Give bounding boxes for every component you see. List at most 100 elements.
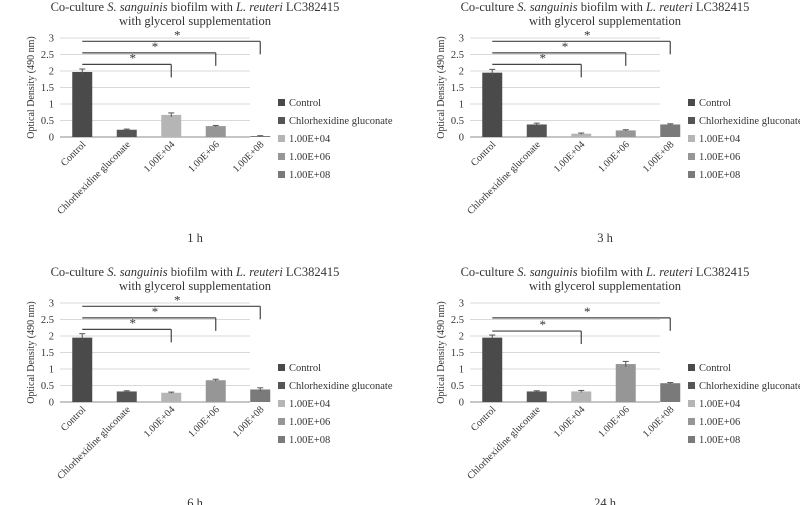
bar — [72, 337, 93, 402]
legend-label: Chlorhexidine gluconate — [289, 116, 393, 127]
chart-subtitle: with glycerol supplementation — [119, 14, 272, 28]
y-tick-label: 0 — [459, 398, 464, 409]
significance-star: * — [130, 315, 137, 330]
chart-title-part: Co-culture — [51, 265, 108, 279]
y-tick-label: 2.5 — [451, 315, 464, 326]
x-tick-label: 1.00E+06 — [186, 139, 222, 175]
bar — [72, 71, 93, 137]
legend-swatch — [688, 99, 695, 106]
legend-label: Control — [289, 363, 321, 374]
time-label: 24 h — [594, 496, 617, 505]
legend-label: Chlorhexidine gluconate — [289, 381, 393, 392]
chart-title-part: biofilm with — [578, 265, 646, 279]
y-tick-label: 1.5 — [41, 348, 54, 359]
significance-star: * — [540, 50, 547, 65]
legend-label: Control — [699, 98, 731, 109]
chart-title-part: S. sanguinis — [517, 0, 578, 14]
x-tick-label: 1.00E+04 — [142, 139, 178, 175]
x-tick-label: 1.00E+08 — [641, 139, 677, 175]
time-label: 3 h — [597, 231, 613, 245]
y-tick-label: 2 — [459, 67, 464, 78]
x-tick-label: Control — [59, 139, 89, 169]
x-tick-label: 1.00E+04 — [552, 139, 588, 175]
y-tick-label: 2.5 — [451, 50, 464, 61]
chart-title-part: biofilm with — [168, 265, 236, 279]
legend-swatch — [688, 117, 695, 124]
y-tick-label: 3 — [49, 299, 54, 310]
time-label: 6 h — [187, 496, 203, 505]
legend-swatch — [278, 153, 285, 160]
y-tick-label: 1 — [459, 365, 464, 376]
legend-label: 1.00E+08 — [699, 170, 740, 181]
significance-star: * — [174, 292, 181, 307]
y-axis-label: Optical Density (490 nm) — [436, 301, 447, 403]
x-tick-label: 1.00E+06 — [186, 404, 222, 440]
chart-panel: Co-culture S. sanguinis biofilm with L. … — [436, 0, 800, 245]
y-tick-label: 0 — [459, 133, 464, 144]
bar — [571, 133, 592, 137]
y-tick-label: 2 — [459, 332, 464, 343]
bar — [526, 391, 547, 402]
y-tick-label: 3 — [459, 34, 464, 45]
x-tick-label: Chlorhexidine gluconate — [465, 404, 543, 482]
bar — [615, 364, 636, 402]
x-tick-label: 1.00E+08 — [231, 139, 267, 175]
significance-star: * — [174, 27, 181, 42]
y-tick-label: 2.5 — [41, 315, 54, 326]
chart-title: Co-culture S. sanguinis biofilm with L. … — [461, 265, 750, 279]
legend-label: 1.00E+06 — [699, 417, 740, 428]
legend-label: 1.00E+04 — [289, 134, 331, 145]
legend-label: 1.00E+04 — [699, 399, 741, 410]
legend-swatch — [688, 135, 695, 142]
x-tick-label: Control — [469, 139, 499, 169]
bar — [660, 383, 681, 402]
chart-title-part: LC382415 — [283, 265, 340, 279]
bar — [250, 136, 271, 137]
y-tick-label: 0.5 — [451, 116, 464, 127]
legend-label: Chlorhexidine gluconate — [699, 116, 800, 127]
significance-star: * — [152, 304, 159, 319]
x-tick-label: 1.00E+06 — [596, 404, 632, 440]
chart-title-part: Co-culture — [461, 0, 518, 14]
legend-swatch — [688, 382, 695, 389]
chart-title-part: S. sanguinis — [107, 0, 168, 14]
chart-subtitle: with glycerol supplementation — [529, 14, 682, 28]
x-tick-label: Chlorhexidine gluconate — [465, 139, 543, 217]
bar — [482, 337, 503, 402]
chart-title-part: L. reuteri — [645, 0, 693, 14]
bar — [161, 392, 182, 402]
chart-title-part: S. sanguinis — [107, 265, 168, 279]
legend-swatch — [278, 364, 285, 371]
chart-title: Co-culture S. sanguinis biofilm with L. … — [51, 0, 340, 14]
legend-label: Control — [699, 363, 731, 374]
legend-swatch — [688, 364, 695, 371]
chart-title-part: L. reuteri — [645, 265, 693, 279]
y-axis-label: Optical Density (490 nm) — [26, 301, 37, 403]
legend-swatch — [688, 418, 695, 425]
x-tick-label: Chlorhexidine gluconate — [55, 404, 133, 482]
x-tick-label: 1.00E+06 — [596, 139, 632, 175]
bar — [116, 129, 137, 137]
bar — [571, 391, 592, 402]
y-tick-label: 1.5 — [41, 83, 54, 94]
chart-title-part: S. sanguinis — [517, 265, 578, 279]
y-tick-label: 1 — [49, 100, 54, 111]
x-tick-label: Chlorhexidine gluconate — [55, 139, 133, 217]
chart-title-part: L. reuteri — [235, 0, 283, 14]
chart-title-part: biofilm with — [168, 0, 236, 14]
legend-swatch — [278, 99, 285, 106]
y-tick-label: 2 — [49, 332, 54, 343]
y-tick-label: 0 — [49, 133, 54, 144]
chart-subtitle: with glycerol supplementation — [529, 279, 682, 293]
bar — [250, 389, 271, 402]
x-tick-label: 1.00E+04 — [142, 404, 178, 440]
chart-title: Co-culture S. sanguinis biofilm with L. … — [51, 265, 340, 279]
significance-star: * — [152, 39, 159, 54]
x-tick-label: Control — [59, 404, 89, 434]
bar — [205, 380, 226, 402]
legend-swatch — [688, 171, 695, 178]
y-tick-label: 0.5 — [451, 381, 464, 392]
bar — [116, 391, 137, 402]
x-tick-label: 1.00E+08 — [231, 404, 267, 440]
legend-swatch — [688, 153, 695, 160]
